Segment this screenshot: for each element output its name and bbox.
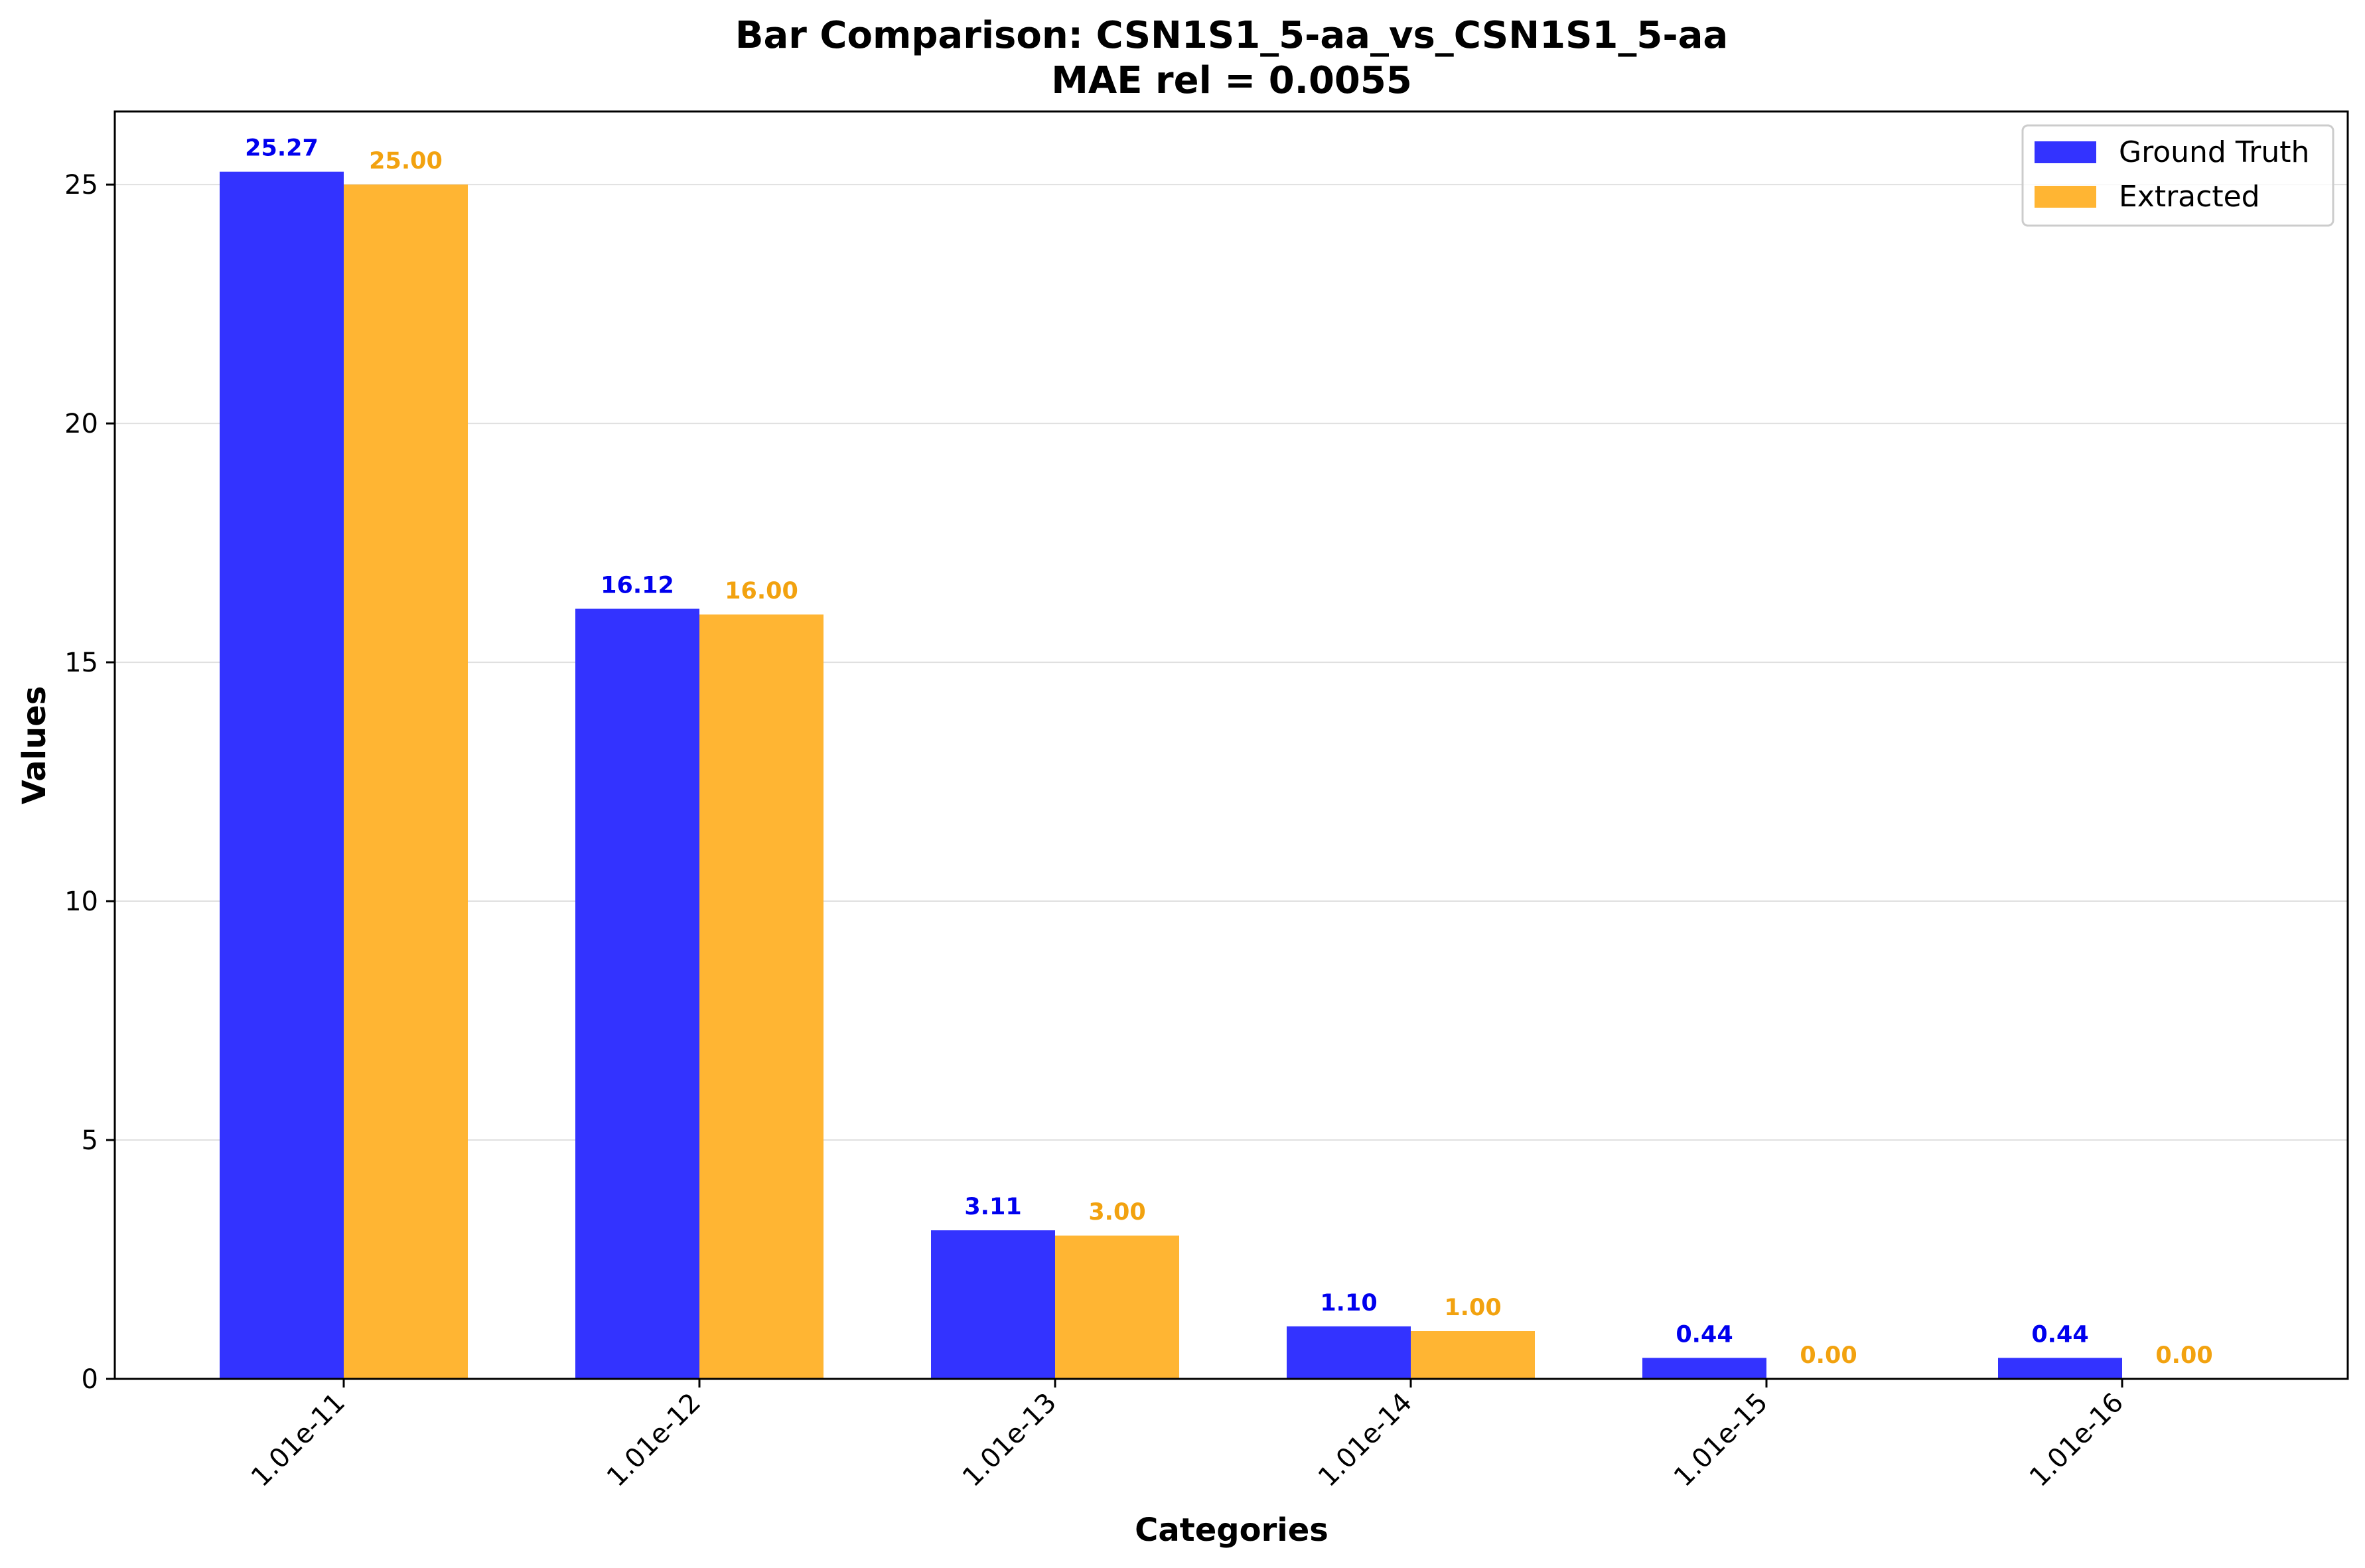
value-label: 0.00 xyxy=(2155,1342,2212,1369)
y-axis: 0 5 10 15 20 25 xyxy=(64,170,115,1395)
bar-extracted xyxy=(1411,1331,1535,1379)
legend-box xyxy=(2021,124,2334,227)
chart-title: Bar Comparison: CSN1S1_5-aa_vs_CSN1S1_5-… xyxy=(735,14,1728,57)
value-label: 16.12 xyxy=(601,572,674,599)
x-axis-label: Categories xyxy=(1135,1512,1328,1549)
legend: Ground Truth Extracted xyxy=(2021,124,2334,227)
value-label: 1.00 xyxy=(1444,1295,1501,1321)
bar-extracted xyxy=(699,614,824,1380)
bar-ground-truth xyxy=(575,608,699,1379)
legend-label-ground-truth: Ground Truth xyxy=(2119,135,2309,169)
value-label: 16.00 xyxy=(725,578,798,605)
bar-ground-truth xyxy=(1287,1326,1411,1379)
value-label: 1.10 xyxy=(1320,1290,1377,1317)
bar-ground-truth xyxy=(931,1230,1055,1379)
y-tick-label: 10 xyxy=(64,887,98,917)
value-labels: 25.27 25.00 16.12 16.00 3.11 3.00 1.10 1.00 0.44… xyxy=(245,135,2213,1369)
value-label: 0.44 xyxy=(1676,1321,1733,1348)
y-tick-label: 0 xyxy=(82,1364,98,1395)
bar-extracted xyxy=(344,184,468,1380)
bar-ground-truth xyxy=(220,171,344,1379)
value-label: 3.11 xyxy=(964,1194,1021,1220)
legend-swatch-ground-truth xyxy=(2035,141,2096,163)
legend-swatch-extracted xyxy=(2035,186,2096,208)
value-label: 0.00 xyxy=(1800,1342,1857,1369)
value-label: 25.27 xyxy=(245,135,319,162)
y-tick-label: 25 xyxy=(64,170,98,200)
value-label: 25.00 xyxy=(369,148,443,175)
y-axis-label: Values xyxy=(16,686,53,805)
y-tick-label: 5 xyxy=(82,1125,98,1156)
value-label: 3.00 xyxy=(1088,1199,1145,1226)
bar-ground-truth xyxy=(1998,1358,2122,1379)
bar-ground-truth xyxy=(1642,1358,1766,1379)
chart-subtitle: MAE rel = 0.0055 xyxy=(1051,59,1412,102)
plot-frame xyxy=(113,110,2349,1380)
bar-extracted xyxy=(1055,1236,1179,1379)
y-tick-label: 20 xyxy=(64,409,98,439)
bars xyxy=(220,171,2122,1380)
value-label: 0.44 xyxy=(2031,1321,2088,1348)
legend-label-extracted: Extracted xyxy=(2119,180,2260,214)
y-tick-label: 15 xyxy=(64,648,98,678)
